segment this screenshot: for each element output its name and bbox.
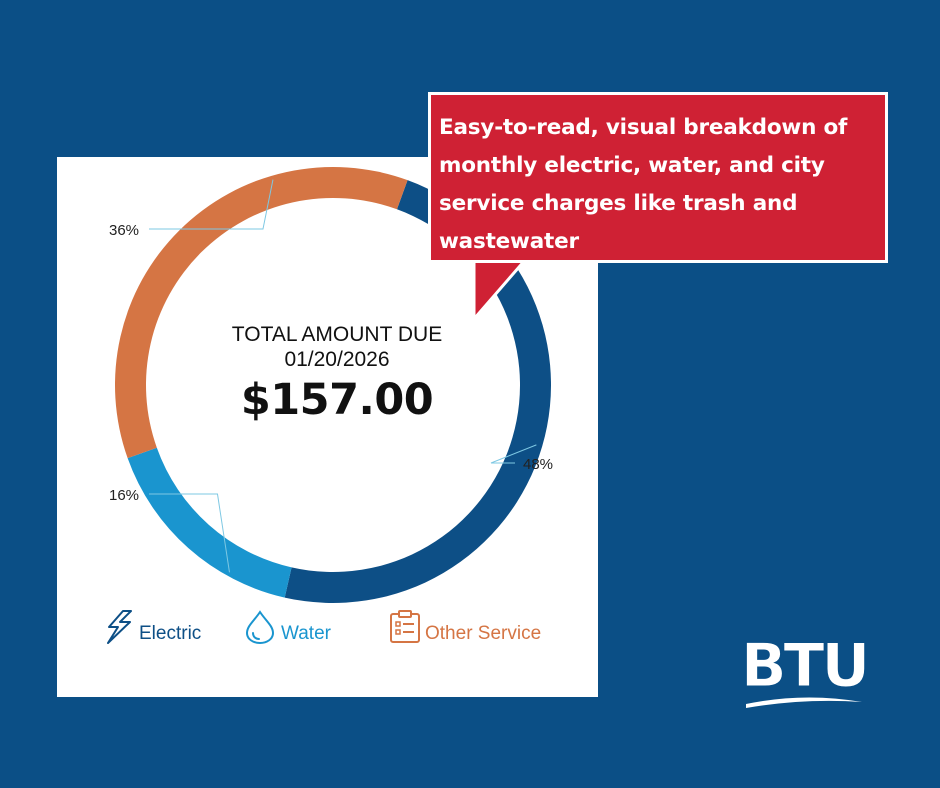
feature-callout: Easy-to-read, visual breakdown of monthl… [428,92,888,263]
clipboard-list-icon [390,610,420,643]
leader-line-electric [490,444,537,464]
legend-item-electric: Electric [103,609,201,645]
donut-slice-water [127,447,292,598]
data-label-other: 36% [109,222,139,239]
chart-legend: Electric Water Other Service [103,609,573,649]
btu-logo: BTU [742,631,866,708]
callout-text: Easy-to-read, visual breakdown of monthl… [439,115,848,254]
donut-slice-electric [284,180,552,603]
btu-logo-text: BTU [742,631,866,701]
data-label-water: 16% [109,487,139,504]
callout-pointer [472,259,528,323]
total-due-label: TOTAL AMOUNT DUE [231,323,443,346]
legend-label-water: Water [281,623,331,644]
legend-label-electric: Electric [139,623,202,644]
logo-swoosh [746,697,862,708]
total-due-summary: TOTAL AMOUNT DUE 01/20/2026 $157.00 [197,322,477,428]
lightning-bolt-icon [107,610,132,644]
due-date: 01/20/2026 [284,348,390,371]
legend-item-water: Water [241,609,331,645]
water-drop-icon [245,610,275,645]
data-label-electric: 48% [523,456,553,473]
donut-chart: 48% 16% 36% [109,166,553,603]
legend-label-other: Other Service [425,623,542,644]
donut-slice-other [115,166,408,459]
leader-line-water [149,493,230,573]
leader-line-other [149,179,274,230]
legend-item-other: Other Service [387,609,541,645]
total-amount: $157.00 [240,375,434,425]
